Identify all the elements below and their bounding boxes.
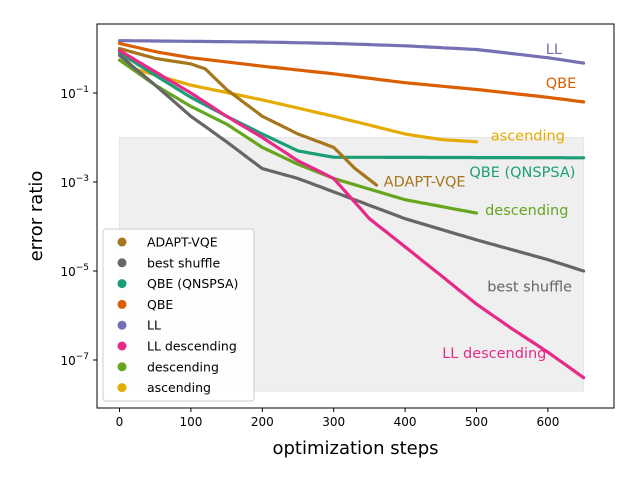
legend-label: QBE: [147, 297, 173, 312]
series-line-descending: [117, 58, 479, 215]
annotation-adapt-vqe: ADAPT-VQE: [384, 174, 466, 190]
legend-marker: [117, 279, 127, 289]
x-tick-label: 100: [179, 415, 202, 429]
series-line-ll-descending: [117, 48, 586, 380]
annotation-ll-descending: LL descending: [442, 346, 546, 362]
legend-label: LL: [147, 318, 161, 333]
legend-marker: [117, 362, 127, 372]
x-tick-label: 0: [116, 415, 124, 429]
y-axis-title: error ratio: [26, 171, 47, 262]
legend-marker: [117, 258, 127, 268]
legend-label: ADAPT-VQE: [147, 235, 218, 250]
series-line-best-shuffle: [117, 53, 586, 273]
legend-marker: [117, 383, 127, 393]
series-line-qbe: [117, 41, 586, 104]
x-tick-label: 200: [251, 415, 274, 429]
x-tick-label: 400: [394, 415, 417, 429]
series-line-ll: [117, 39, 586, 65]
legend-label: descending: [147, 359, 219, 374]
series-line-adapt-vqe: [117, 46, 379, 187]
annotation-best-shuffle: best shuffle: [487, 279, 572, 295]
legend-label: best shuffle: [147, 255, 220, 270]
legend-marker: [117, 237, 127, 247]
x-axis-ticks: 0 100 200 300 400 500 600: [116, 408, 559, 429]
x-tick-label: 500: [465, 415, 488, 429]
annotation-qbe: QBE: [546, 76, 577, 92]
legend-marker: [117, 341, 127, 351]
x-tick-label: 300: [322, 415, 345, 429]
legend-label: LL descending: [147, 339, 237, 354]
legend-label: QBE (QNSPSA): [147, 276, 238, 291]
legend-box: [102, 228, 255, 402]
y-tick-label: 10−1: [60, 85, 89, 101]
legend-marker: [117, 320, 127, 330]
annotation-qbe-qnspsa: QBE (QNSPSA): [469, 165, 575, 181]
y-tick-label: 10−7: [60, 352, 89, 368]
y-tick-label: 10−3: [60, 174, 89, 190]
x-axis-title: optimization steps: [272, 438, 438, 459]
y-tick-label: 10−5: [60, 263, 89, 279]
plot-frame: [96, 23, 615, 409]
series-line-ascending: [117, 48, 479, 144]
series-layer: [117, 39, 586, 380]
annotation-layer: LL QBE ascending QBE (QNSPSA)ADAPT-VQE desce…: [384, 42, 577, 362]
x-tick-label: 600: [536, 415, 559, 429]
legend-label: ascending: [147, 380, 211, 395]
series-line-qbe-qnspsa: [117, 51, 586, 160]
legend-marker: [117, 299, 127, 309]
y-axis-ticks: 10−1 10−3 10−5 10−7: [60, 85, 97, 368]
annotation-ascending: ascending: [491, 129, 565, 145]
legend: ADAPT-VQE best shuffle QBE (QNSPSA) QBE LL LL…: [102, 228, 255, 402]
annotation-descending: descending: [485, 203, 568, 219]
annotation-ll: LL: [546, 42, 562, 58]
